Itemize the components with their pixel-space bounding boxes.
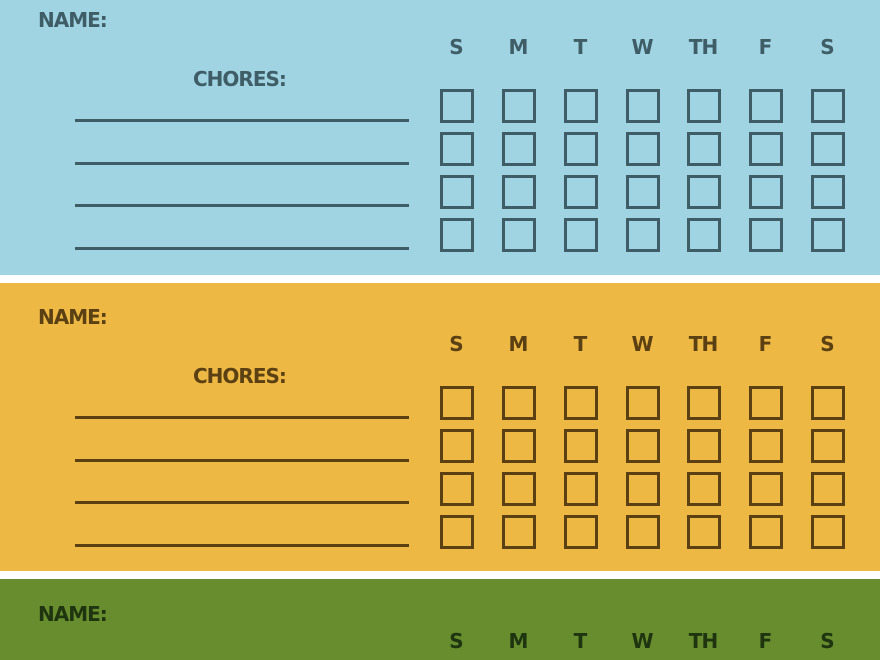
checkbox[interactable] [626,175,660,209]
checkbox[interactable] [626,218,660,252]
checkbox[interactable] [811,429,845,463]
day-header: M [508,629,529,653]
checkbox[interactable] [811,386,845,420]
checkbox[interactable] [811,515,845,549]
day-header: T [573,35,588,59]
checkbox[interactable] [749,472,783,506]
chart-panel: NAME: CHORES: S M T W TH F S [0,283,880,571]
checkbox[interactable] [564,132,598,166]
checkbox[interactable] [626,89,660,123]
chore-line[interactable] [75,501,409,504]
checkbox[interactable] [564,175,598,209]
checkbox[interactable] [687,89,721,123]
checkbox[interactable] [626,472,660,506]
checkbox[interactable] [626,132,660,166]
checkbox[interactable] [687,429,721,463]
checkbox[interactable] [564,386,598,420]
day-header: S [820,35,834,59]
day-header: TH [688,35,718,59]
checkbox[interactable] [502,132,536,166]
checkbox[interactable] [687,132,721,166]
checkbox[interactable] [626,429,660,463]
day-header: F [758,332,773,356]
checkbox[interactable] [440,515,474,549]
chores-label: CHORES: [193,364,287,388]
checkbox[interactable] [687,218,721,252]
chores-label: CHORES: [193,67,287,91]
checkbox[interactable] [502,218,536,252]
chore-line[interactable] [75,458,409,462]
day-header: TH [688,332,718,356]
day-header: S [449,629,463,653]
checkbox[interactable] [440,132,474,166]
chore-line[interactable] [75,246,409,250]
checkbox[interactable] [564,429,598,463]
checkbox[interactable] [502,89,536,123]
checkbox[interactable] [811,175,845,209]
chart-panel: NAME: CHORES: S M T W TH F S [0,0,880,275]
checkbox[interactable] [502,175,536,209]
day-header: M [508,332,529,356]
checkbox[interactable] [440,472,474,506]
day-header: TH [688,629,718,653]
checkbox[interactable] [811,218,845,252]
day-header: F [758,629,773,653]
name-label: NAME: [38,8,108,32]
checkbox[interactable] [749,132,783,166]
day-header: W [631,629,653,653]
chore-line[interactable] [75,416,409,419]
checkbox[interactable] [687,472,721,506]
checkbox[interactable] [440,386,474,420]
checkbox[interactable] [564,472,598,506]
day-header: W [631,332,653,356]
name-label: NAME: [38,602,108,626]
checkbox[interactable] [749,515,783,549]
day-header: S [449,332,463,356]
checkbox[interactable] [687,386,721,420]
name-label: NAME: [38,305,108,329]
checkbox[interactable] [687,515,721,549]
checkbox[interactable] [440,175,474,209]
checkbox[interactable] [749,386,783,420]
chore-line[interactable] [75,204,409,207]
chore-line[interactable] [75,161,409,165]
checkbox[interactable] [440,218,474,252]
checkbox[interactable] [811,132,845,166]
day-header: S [820,629,834,653]
checkbox[interactable] [626,515,660,549]
checkbox[interactable] [564,515,598,549]
chore-line[interactable] [75,543,409,547]
checkbox[interactable] [502,386,536,420]
day-header: S [449,35,463,59]
checkbox[interactable] [564,89,598,123]
checkbox[interactable] [502,472,536,506]
day-header: W [631,35,653,59]
checkbox[interactable] [502,429,536,463]
checkbox[interactable] [749,89,783,123]
checkbox[interactable] [440,89,474,123]
checkbox[interactable] [811,472,845,506]
checkbox[interactable] [749,218,783,252]
day-header: T [573,629,588,653]
day-header: F [758,35,773,59]
chart-panel: NAME: S M T W TH F S [0,579,880,660]
checkbox[interactable] [811,89,845,123]
checkbox[interactable] [687,175,721,209]
day-header: S [820,332,834,356]
checkbox[interactable] [626,386,660,420]
checkbox[interactable] [749,429,783,463]
checkbox[interactable] [440,429,474,463]
day-header: T [573,332,588,356]
checkbox[interactable] [502,515,536,549]
checkbox[interactable] [749,175,783,209]
checkbox[interactable] [564,218,598,252]
chore-line[interactable] [75,119,409,122]
day-header: M [508,35,529,59]
